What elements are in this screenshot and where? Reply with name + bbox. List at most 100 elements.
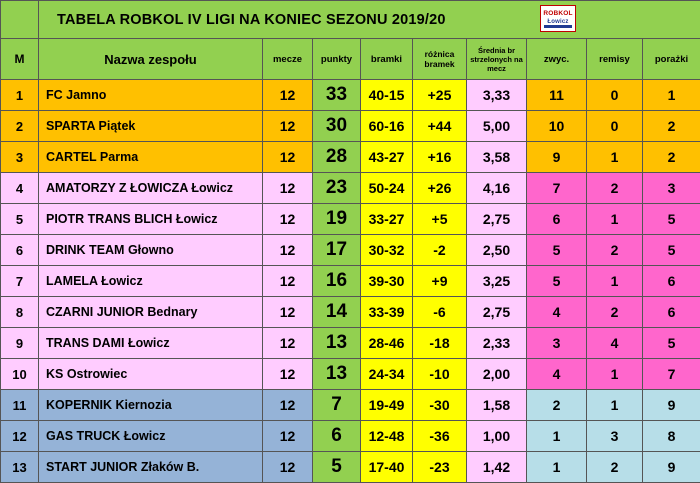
cell-wins: 9: [527, 142, 587, 173]
cell-goals: 43-27: [361, 142, 413, 173]
header-wins: zwyc.: [527, 39, 587, 80]
cell-pos: 8: [1, 297, 39, 328]
logo-bar: [544, 25, 572, 28]
cell-points: 17: [313, 235, 361, 266]
cell-goals: 33-27: [361, 204, 413, 235]
cell-wins: 4: [527, 297, 587, 328]
cell-avg: 2,75: [467, 204, 527, 235]
cell-wins: 7: [527, 173, 587, 204]
cell-diff: +5: [413, 204, 467, 235]
cell-avg: 5,00: [467, 111, 527, 142]
cell-diff: +9: [413, 266, 467, 297]
cell-draws: 0: [587, 111, 643, 142]
cell-pos: 5: [1, 204, 39, 235]
cell-matches: 12: [263, 111, 313, 142]
cell-points: 16: [313, 266, 361, 297]
cell-goals: 30-32: [361, 235, 413, 266]
cell-losses: 2: [643, 142, 700, 173]
cell-pos: 7: [1, 266, 39, 297]
cell-losses: 5: [643, 204, 700, 235]
cell-matches: 12: [263, 80, 313, 111]
cell-losses: 1: [643, 80, 700, 111]
cell-team: KS Ostrowiec: [39, 359, 263, 390]
cell-draws: 1: [587, 142, 643, 173]
cell-team: CARTEL Parma: [39, 142, 263, 173]
cell-pos: 9: [1, 328, 39, 359]
cell-wins: 3: [527, 328, 587, 359]
cell-wins: 1: [527, 421, 587, 452]
cell-losses: 3: [643, 173, 700, 204]
cell-losses: 9: [643, 452, 700, 483]
cell-points: 5: [313, 452, 361, 483]
cell-team: GAS TRUCK Łowicz: [39, 421, 263, 452]
cell-draws: 1: [587, 390, 643, 421]
cell-diff: +25: [413, 80, 467, 111]
cell-pos: 1: [1, 80, 39, 111]
cell-draws: 1: [587, 359, 643, 390]
header-team: Nazwa zespołu: [39, 39, 263, 80]
cell-avg: 4,16: [467, 173, 527, 204]
header-draws: remisy: [587, 39, 643, 80]
cell-pos: 4: [1, 173, 39, 204]
cell-avg: 2,33: [467, 328, 527, 359]
cell-draws: 1: [587, 266, 643, 297]
cell-avg: 3,58: [467, 142, 527, 173]
cell-matches: 12: [263, 390, 313, 421]
logo-line1: ROBKOL: [541, 9, 575, 18]
cell-avg: 3,33: [467, 80, 527, 111]
cell-points: 19: [313, 204, 361, 235]
cell-diff: -36: [413, 421, 467, 452]
cell-wins: 5: [527, 235, 587, 266]
title-corner-cell: [1, 1, 39, 39]
cell-losses: 5: [643, 235, 700, 266]
cell-team: SPARTA Piątek: [39, 111, 263, 142]
cell-goals: 17-40: [361, 452, 413, 483]
cell-losses: 6: [643, 297, 700, 328]
cell-goals: 50-24: [361, 173, 413, 204]
cell-wins: 5: [527, 266, 587, 297]
cell-points: 13: [313, 359, 361, 390]
cell-avg: 3,25: [467, 266, 527, 297]
cell-team: CZARNI JUNIOR Bednary: [39, 297, 263, 328]
cell-avg: 2,00: [467, 359, 527, 390]
cell-points: 14: [313, 297, 361, 328]
cell-points: 23: [313, 173, 361, 204]
cell-matches: 12: [263, 452, 313, 483]
cell-wins: 10: [527, 111, 587, 142]
cell-draws: 0: [587, 80, 643, 111]
cell-pos: 3: [1, 142, 39, 173]
cell-team: TRANS DAMI Łowicz: [39, 328, 263, 359]
cell-losses: 9: [643, 390, 700, 421]
cell-losses: 7: [643, 359, 700, 390]
cell-wins: 1: [527, 452, 587, 483]
header-losses: porażki: [643, 39, 700, 80]
header-goals: bramki: [361, 39, 413, 80]
cell-goals: 60-16: [361, 111, 413, 142]
cell-team: START JUNIOR Złaków B.: [39, 452, 263, 483]
cell-matches: 12: [263, 204, 313, 235]
cell-pos: 12: [1, 421, 39, 452]
cell-wins: 6: [527, 204, 587, 235]
cell-points: 28: [313, 142, 361, 173]
cell-goals: 39-30: [361, 266, 413, 297]
cell-goals: 28-46: [361, 328, 413, 359]
header-matches: mecze: [263, 39, 313, 80]
cell-draws: 4: [587, 328, 643, 359]
cell-matches: 12: [263, 359, 313, 390]
cell-draws: 3: [587, 421, 643, 452]
cell-wins: 11: [527, 80, 587, 111]
cell-points: 7: [313, 390, 361, 421]
header-pos: M: [1, 39, 39, 80]
cell-avg: 1,42: [467, 452, 527, 483]
cell-draws: 2: [587, 235, 643, 266]
cell-avg: 2,50: [467, 235, 527, 266]
cell-losses: 8: [643, 421, 700, 452]
